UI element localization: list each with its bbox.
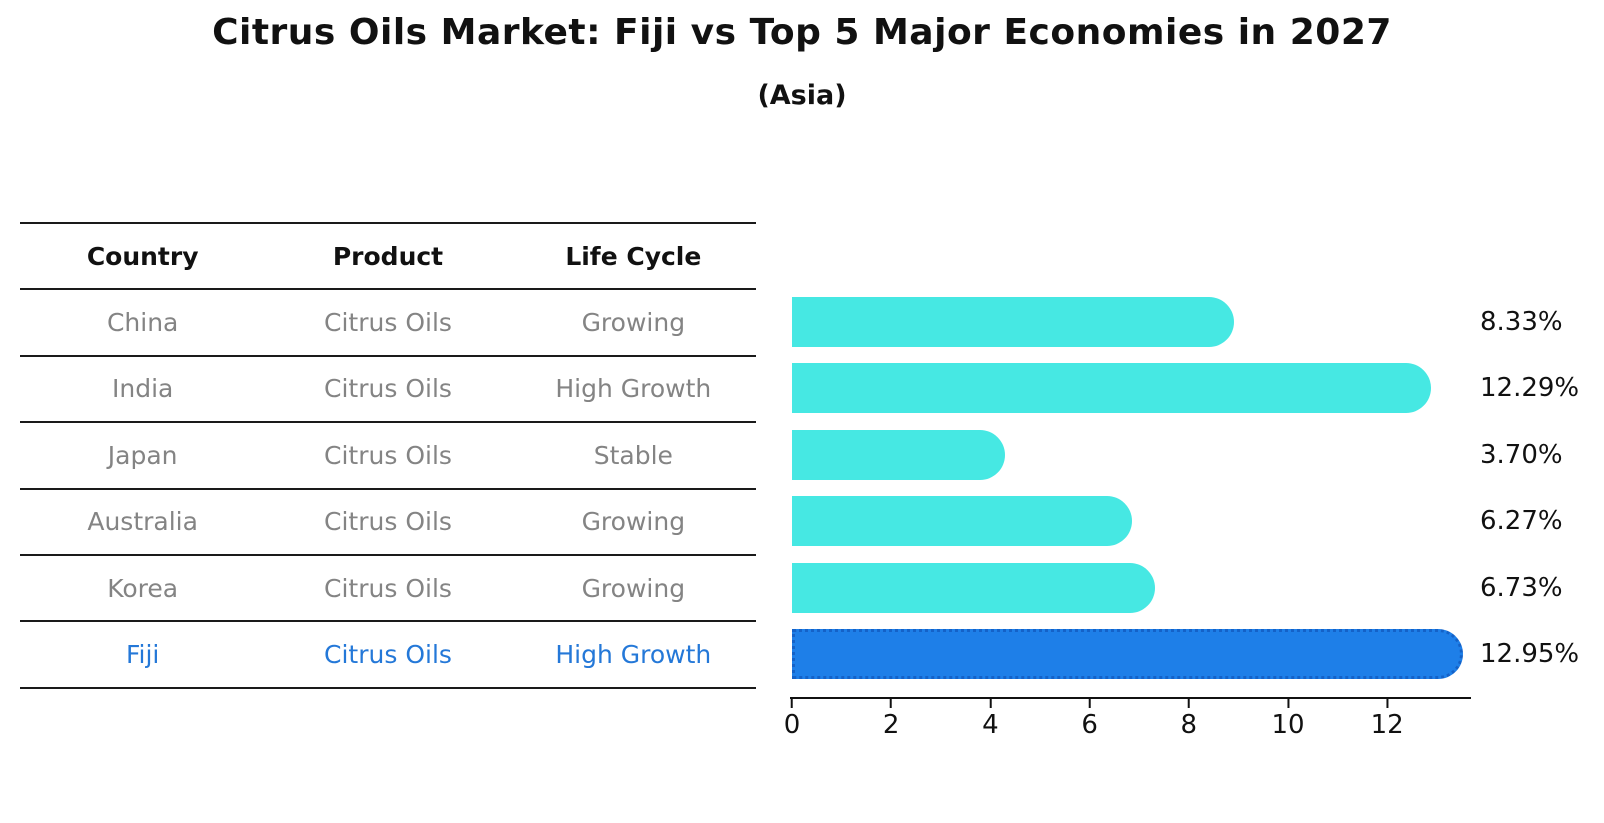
- table-row: China Citrus Oils Growing: [20, 289, 756, 356]
- bar-row: 12.29%: [792, 355, 1604, 421]
- country-cell: Korea: [107, 573, 179, 603]
- x-tick-mark: [1287, 699, 1289, 708]
- bar-row: 6.73%: [792, 555, 1604, 621]
- x-tick: 8: [1180, 699, 1198, 740]
- x-tick: 6: [1081, 699, 1098, 740]
- x-tick-mark: [1088, 699, 1091, 708]
- column-header-product: Product: [332, 241, 444, 271]
- product-cell: Citrus Oils: [324, 507, 452, 537]
- life-cycle-cell: High Growth: [555, 374, 712, 404]
- table-row: Australia Citrus Oils Growing: [20, 489, 756, 555]
- bar: [792, 429, 1005, 480]
- x-tick-label: 0: [783, 710, 801, 740]
- x-tick: 2: [882, 699, 900, 740]
- comparison-table: Country Product Life Cycle China Citrus …: [20, 222, 756, 689]
- bar: [792, 496, 1132, 547]
- x-tick-mark: [1386, 699, 1389, 708]
- chart-subtitle: (Asia): [757, 80, 847, 111]
- life-cycle-cell: Growing: [581, 308, 686, 338]
- product-cell: Citrus Oils: [324, 573, 452, 603]
- bar-value-label: 6.27%: [1480, 506, 1563, 537]
- product-cell: Citrus Oils: [324, 308, 452, 338]
- x-axis-ticks: 0 2 4 6 8 10 12: [784, 699, 1471, 749]
- table-header-row: Country Product Life Cycle: [20, 223, 756, 290]
- x-tick: 0: [783, 699, 801, 740]
- bar-value-label: 12.29%: [1480, 373, 1580, 404]
- bar: [792, 562, 1155, 613]
- bar-value-label: 6.73%: [1480, 572, 1563, 603]
- bar-value-label: 12.95%: [1480, 638, 1580, 669]
- country-cell: India: [111, 374, 174, 404]
- life-cycle-cell: Stable: [593, 440, 673, 470]
- x-tick-label: 6: [1081, 710, 1098, 740]
- bar-row: 8.33%: [792, 289, 1604, 355]
- x-tick: 4: [982, 699, 999, 740]
- table-row: Fiji Citrus Oils High Growth: [20, 621, 756, 688]
- table-row: Japan Citrus Oils Stable: [20, 422, 756, 489]
- x-axis-line: [790, 697, 1471, 699]
- column-header-country: Country: [86, 241, 199, 271]
- product-cell: Citrus Oils: [324, 640, 452, 670]
- x-tick-mark: [989, 699, 992, 708]
- x-tick-label: 8: [1180, 710, 1198, 740]
- x-tick: 12: [1371, 699, 1404, 740]
- country-cell: Australia: [87, 507, 198, 537]
- x-tick-label: 12: [1370, 710, 1404, 740]
- table-row: Korea Citrus Oils Growing: [20, 555, 756, 622]
- bar: [792, 297, 1235, 347]
- x-tick-label: 4: [982, 710, 999, 740]
- x-tick-mark: [790, 699, 793, 708]
- product-cell: Citrus Oils: [324, 440, 452, 470]
- bar-value-label: 3.70%: [1480, 439, 1563, 470]
- life-cycle-cell: High Growth: [555, 640, 712, 670]
- x-tick-mark: [1187, 699, 1190, 708]
- chart-title: Citrus Oils Market: Fiji vs Top 5 Major …: [212, 12, 1392, 53]
- x-tick-mark: [890, 699, 893, 708]
- country-cell: Japan: [107, 440, 178, 470]
- column-header-life-cycle: Life Cycle: [565, 241, 702, 271]
- bar-value-label: 8.33%: [1480, 307, 1563, 337]
- x-tick: 10: [1271, 699, 1305, 740]
- bar: [792, 363, 1431, 414]
- table-row: India Citrus Oils High Growth: [20, 356, 756, 423]
- life-cycle-cell: Growing: [581, 507, 686, 537]
- product-cell: Citrus Oils: [324, 374, 452, 404]
- life-cycle-cell: Growing: [581, 573, 686, 603]
- x-tick-label: 10: [1271, 710, 1305, 740]
- bar-chart: 8.33% 12.29% 3.70% 6.27% 6.73% 12.95%: [792, 289, 1604, 688]
- x-tick-label: 2: [882, 710, 900, 740]
- bar-row: 12.95%: [792, 621, 1604, 687]
- bar: [792, 628, 1464, 679]
- bar-row: 6.27%: [792, 488, 1604, 554]
- country-cell: Fiji: [125, 640, 160, 670]
- bar-row: 3.70%: [792, 422, 1604, 488]
- country-cell: China: [106, 308, 179, 338]
